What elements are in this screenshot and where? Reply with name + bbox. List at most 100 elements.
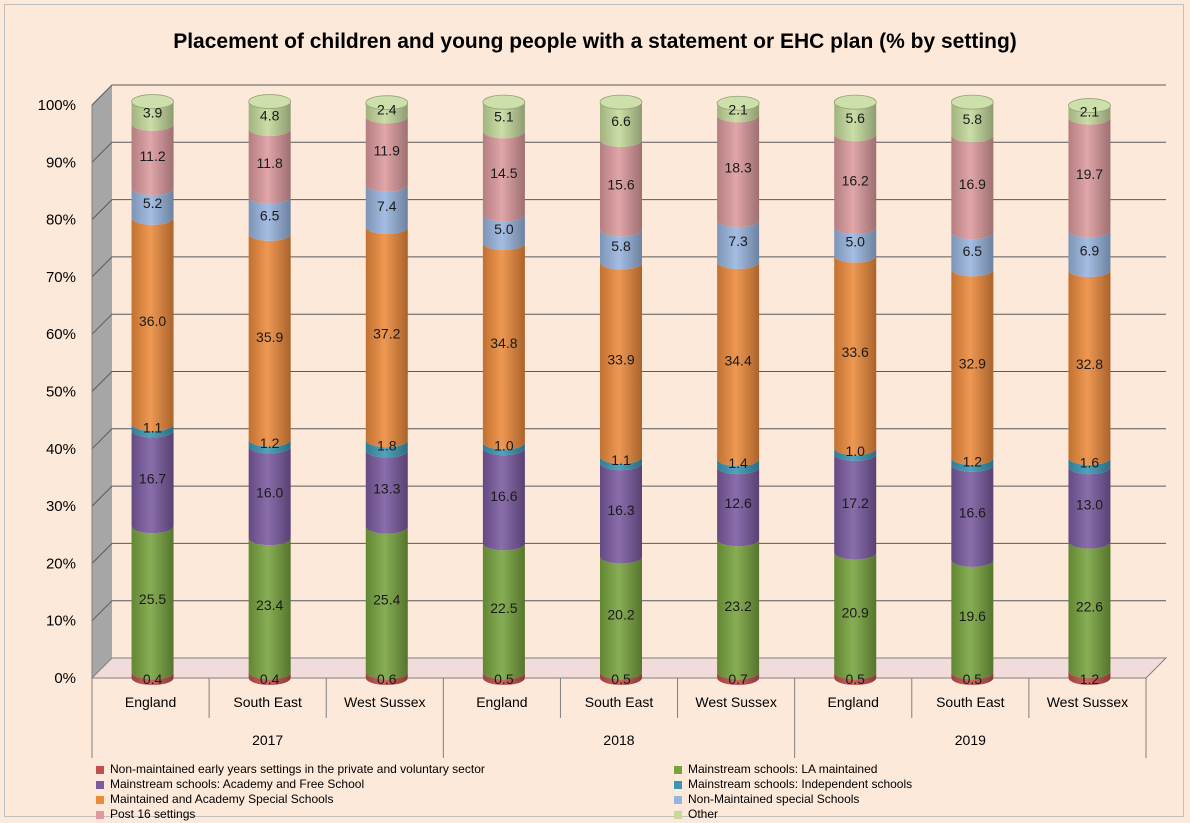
x-category-label: England <box>125 694 176 710</box>
x-group-label: 2017 <box>252 732 283 748</box>
bar-top-cap <box>248 94 292 109</box>
legend-item: Non-Maintained special Schools <box>674 792 859 806</box>
data-label: 1.0 <box>494 437 514 453</box>
data-label: 3.9 <box>143 105 163 121</box>
legend-item: Maintained and Academy Special Schools <box>96 792 333 806</box>
data-label: 0.6 <box>377 671 397 687</box>
bar-segment <box>834 453 877 560</box>
y-tick-label: 0% <box>54 670 76 687</box>
legend-item: Mainstream schools: Academy and Free Sch… <box>96 777 364 791</box>
gridline <box>91 428 1166 450</box>
data-label: 0.5 <box>494 671 514 687</box>
data-label: 1.2 <box>1080 671 1100 687</box>
bar-segment <box>131 101 174 131</box>
data-label: 35.9 <box>256 329 283 345</box>
bar-segment <box>834 227 877 263</box>
data-label: 19.7 <box>1076 166 1103 182</box>
bar-segment <box>248 538 291 680</box>
bar-segment <box>365 440 408 458</box>
data-label: 25.5 <box>139 591 166 607</box>
bar-segment <box>131 526 174 680</box>
data-label: 5.0 <box>494 221 514 237</box>
x-category-label: West Sussex <box>344 694 425 710</box>
legend-label: Non-maintained early years settings in t… <box>110 762 485 776</box>
bar-segment <box>951 457 994 472</box>
bar-segment <box>365 526 408 680</box>
data-label: 7.3 <box>728 233 748 249</box>
gridline <box>91 256 1166 278</box>
data-label: 5.0 <box>845 233 865 249</box>
data-label: 6.5 <box>260 207 280 223</box>
x-category-label: England <box>476 694 527 710</box>
bar-segment <box>834 672 877 685</box>
x-group-label: 2019 <box>955 732 986 748</box>
y-tick-label: 100% <box>38 97 76 114</box>
x-axis: England South East West Sussex 2017 England S… <box>91 678 1147 758</box>
bar-segment <box>248 672 291 685</box>
data-label: 5.8 <box>963 111 983 127</box>
bar-segment <box>951 232 994 277</box>
legend-swatch <box>674 810 682 819</box>
bar-segment <box>1068 467 1111 549</box>
y-tick-label: 40% <box>46 441 76 458</box>
data-label: 13.3 <box>373 481 400 497</box>
bar-segment <box>951 135 994 240</box>
bar-segment <box>131 430 174 534</box>
data-label: 33.6 <box>842 344 869 360</box>
legend-swatch <box>674 765 682 774</box>
legend-label: Other <box>688 807 719 821</box>
data-label: 18.3 <box>724 160 751 176</box>
x-category-label: South East <box>585 694 654 710</box>
data-label: 16.6 <box>959 504 986 520</box>
legend-item: Non-maintained early years settings in t… <box>96 762 485 776</box>
bar-segment <box>600 672 642 685</box>
bar-segment <box>1068 117 1111 238</box>
x-category-label: West Sussex <box>695 694 776 710</box>
legend-label: Post 16 settings <box>110 807 196 821</box>
data-label: 14.5 <box>490 165 517 181</box>
legend-item: Other <box>674 807 718 821</box>
bar-top-cap <box>482 94 526 110</box>
bar-segment <box>248 446 291 546</box>
bar-top-cap <box>833 94 877 110</box>
bar-segment <box>365 184 408 235</box>
x-category-label: South East <box>233 694 302 710</box>
legend-swatch <box>96 780 104 789</box>
data-label: 16.2 <box>842 173 869 189</box>
x-group-label: 2018 <box>603 732 634 748</box>
bar-segment <box>834 134 877 235</box>
y-tick-label: 60% <box>46 326 76 343</box>
data-label: 20.9 <box>842 604 869 620</box>
data-label: 5.6 <box>845 110 865 126</box>
legend-swatch <box>96 795 104 804</box>
bar-segment <box>717 467 760 547</box>
data-label: 1.1 <box>143 419 163 435</box>
bar-segment <box>482 672 525 685</box>
data-label: 33.9 <box>607 352 634 368</box>
bar-segment <box>600 262 642 464</box>
bar-segment <box>951 102 994 143</box>
bar-segment <box>131 188 174 225</box>
data-label: 32.9 <box>959 356 986 372</box>
legend-item: Mainstream schools: Independent schools <box>674 777 912 791</box>
gridline <box>91 313 1166 335</box>
x-category-label: South East <box>936 694 1005 710</box>
bar-segment <box>717 539 760 680</box>
chart-title: Placement of children and young people w… <box>173 30 1017 53</box>
data-label: 1.0 <box>845 443 865 459</box>
gridline <box>91 600 1166 622</box>
legend-swatch <box>674 780 682 789</box>
data-label: 2.4 <box>377 102 397 118</box>
data-label: 0.5 <box>963 671 983 687</box>
data-label: 6.9 <box>1080 242 1100 258</box>
gridlines <box>91 84 1166 622</box>
legend-label: Maintained and Academy Special Schools <box>110 792 334 806</box>
bar-top-cap <box>365 95 409 111</box>
bar-segment <box>951 464 994 567</box>
bar-segment <box>482 243 525 450</box>
bar-top-cap <box>1068 98 1111 113</box>
data-label: 2.1 <box>728 101 748 117</box>
data-label: 17.2 <box>842 495 869 511</box>
data-label: 1.4 <box>728 455 748 471</box>
